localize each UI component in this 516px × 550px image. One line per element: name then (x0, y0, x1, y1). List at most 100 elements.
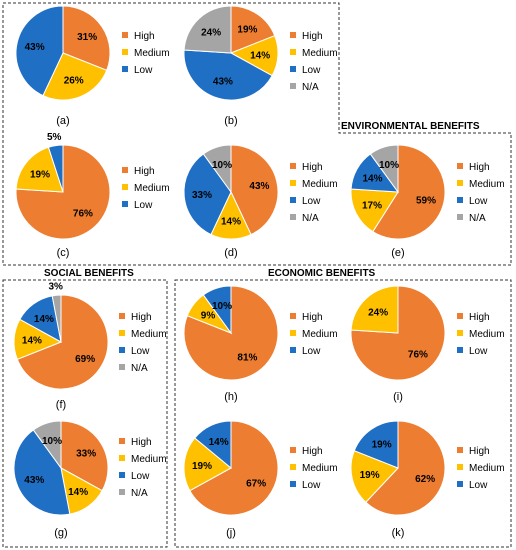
legend-label-n-a: N/A (131, 363, 148, 374)
social-title: SOCIAL BENEFITS (44, 268, 134, 279)
legend-swatch-low (290, 197, 296, 203)
legend-label-high: High (302, 31, 323, 42)
legend-swatch-medium (290, 180, 296, 186)
panel-caption: (j) (226, 527, 236, 539)
value-label: 76% (408, 350, 428, 361)
panel-caption: (c) (57, 247, 70, 259)
slice-high (60, 420, 109, 492)
legend-swatch-medium (119, 330, 125, 336)
social-frame (2, 279, 168, 548)
pie-chart-b: 19% 14% 43% 24% High Medium Low N/A (b) (183, 5, 338, 127)
slice-high (189, 420, 279, 516)
value-label: 24% (201, 27, 221, 38)
legend-label-high: High (302, 162, 323, 173)
legend-swatch-high (122, 32, 128, 38)
value-label: 3% (48, 282, 63, 293)
legend-swatch-n-a (119, 364, 125, 370)
legend-swatch-high (457, 163, 463, 169)
legend-label-low: Low (131, 471, 150, 482)
value-label: 19% (192, 461, 212, 472)
slice-medium (42, 52, 108, 101)
legend-label-low: Low (302, 196, 321, 207)
pie-chart-j: 67% 19% 14% High Medium Low (j) (183, 420, 338, 539)
legend-swatch-medium (457, 330, 463, 336)
legend-swatch-high (290, 447, 296, 453)
value-label: 76% (73, 209, 93, 220)
legend-swatch-low (122, 66, 128, 72)
pie-chart-k: 62% 19% 19% High Medium Low (k) (350, 420, 505, 539)
value-label: 43% (25, 42, 45, 53)
legend-label-high: High (134, 31, 155, 42)
slice-medium (183, 437, 232, 492)
legend-swatch-high (122, 167, 128, 173)
value-label: 31% (77, 32, 97, 43)
pie-chart-a: 31% 26% 43% High Medium Low (a) (15, 5, 170, 127)
pie-chart-e: 59% 17% 14% 10% High Medium Low N/A (e) (350, 144, 505, 259)
legend-swatch-n-a (119, 489, 125, 495)
value-label: 10% (42, 436, 62, 447)
value-label: 43% (249, 181, 269, 192)
economic-title: ECONOMIC BENEFITS (268, 268, 376, 279)
legend-swatch-high (457, 447, 463, 453)
legend-swatch-n-a (290, 83, 296, 89)
slice-n-a (51, 294, 62, 343)
legend-label-low: Low (302, 65, 321, 76)
legend-label-n-a: N/A (302, 82, 319, 93)
pie-chart-i: 76% 24% High Medium Low (i) (350, 285, 505, 403)
value-label: 59% (416, 196, 436, 207)
slice-high (230, 144, 279, 236)
slice-n-a (369, 144, 399, 194)
slice-low (13, 429, 71, 516)
legend-label-medium: Medium (131, 454, 167, 465)
slice-low (15, 5, 64, 97)
value-label: 81% (237, 353, 257, 364)
legend-label-high: High (469, 162, 490, 173)
pie-chart-c: 76% 19% 5% High Medium Low (c) (15, 132, 170, 259)
pie-chart-d: 43% 14% 33% 10% High Medium Low N/A (d) (183, 144, 338, 259)
legend-label-high: High (469, 446, 490, 457)
legend-label-high: High (131, 437, 152, 448)
value-label: 19% (30, 170, 50, 181)
value-label: 26% (64, 76, 84, 87)
legend-label-medium: Medium (302, 179, 338, 190)
legend-label-medium: Medium (134, 183, 170, 194)
legend-label-medium: Medium (469, 179, 505, 190)
value-label: 5% (47, 132, 62, 143)
legend-swatch-medium (122, 184, 128, 190)
legend-swatch-high (290, 163, 296, 169)
legend-label-medium: Medium (469, 463, 505, 474)
legend-swatch-medium (122, 49, 128, 55)
value-label: 33% (76, 449, 96, 460)
legend-swatch-high (119, 438, 125, 444)
slice-low (194, 420, 232, 470)
legend-swatch-high (119, 313, 125, 319)
value-label: 10% (379, 160, 399, 171)
legend-swatch-low (119, 472, 125, 478)
slice-low (183, 49, 273, 101)
slice-high (62, 5, 111, 71)
slice-low (202, 285, 232, 335)
legend-swatch-n-a (457, 214, 463, 220)
legend-label-medium: Medium (302, 329, 338, 340)
legend-label-low: Low (469, 346, 488, 357)
slice-n-a (202, 144, 232, 194)
legend-label-n-a: N/A (469, 213, 486, 224)
value-label: 14% (250, 50, 270, 61)
legend-label-low: Low (302, 480, 321, 491)
legend-label-medium: Medium (131, 329, 167, 340)
legend-label-high: High (302, 446, 323, 457)
value-label: 62% (415, 474, 435, 485)
panel-caption: (i) (393, 391, 403, 403)
panel-caption: (e) (391, 247, 404, 259)
slice-medium (350, 285, 399, 334)
legend-label-n-a: N/A (302, 213, 319, 224)
value-label: 24% (368, 307, 388, 318)
legend-label-high: High (134, 166, 155, 177)
value-label: 17% (362, 201, 382, 212)
legend-swatch-medium (119, 455, 125, 461)
legend-label-high: High (469, 312, 490, 323)
slice-high (372, 144, 446, 240)
legend-swatch-low (290, 481, 296, 487)
slice-high (230, 5, 276, 54)
